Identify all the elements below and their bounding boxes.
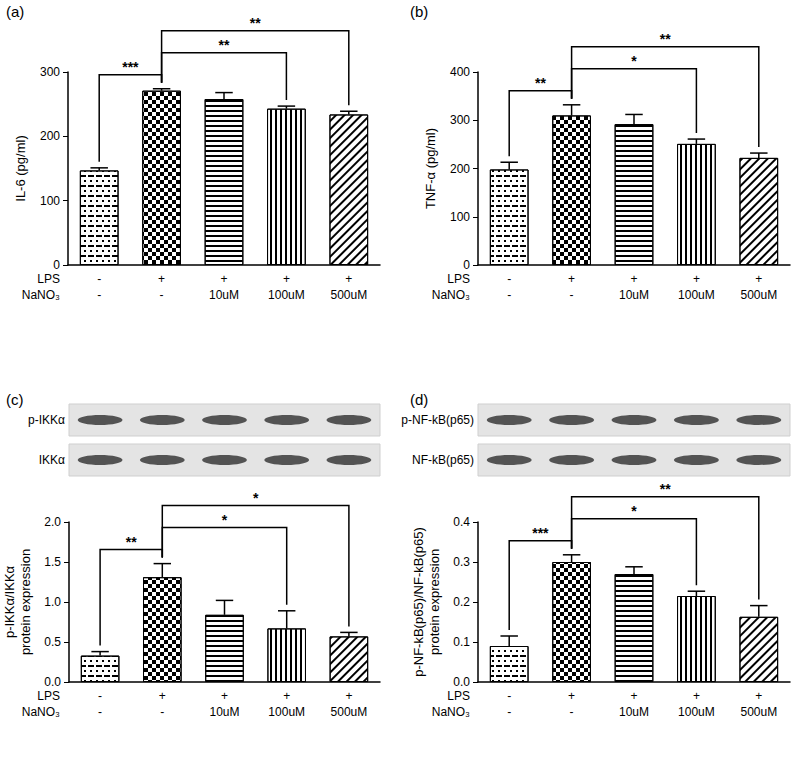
svg-text:IL-6 (pg/ml): IL-6 (pg/ml)	[13, 135, 28, 201]
svg-text:NaNO₃: NaNO₃	[22, 288, 60, 302]
svg-text:(a): (a)	[6, 3, 24, 20]
svg-text:+: +	[755, 272, 762, 286]
svg-text:0: 0	[463, 258, 470, 272]
svg-text:10uM: 10uM	[619, 705, 649, 719]
svg-text:**: **	[535, 75, 546, 91]
svg-text:-: -	[507, 705, 511, 719]
svg-text:**: **	[660, 481, 671, 497]
svg-text:+: +	[221, 689, 228, 703]
svg-text:0.3: 0.3	[453, 555, 470, 569]
svg-text:500uM: 500uM	[331, 705, 368, 719]
svg-text:***: ***	[532, 525, 549, 541]
svg-text:LPS: LPS	[447, 272, 470, 286]
svg-text:NF-kB(p65): NF-kB(p65)	[412, 453, 474, 467]
svg-text:protein expression: protein expression	[18, 549, 33, 655]
svg-text:1.0: 1.0	[44, 595, 61, 609]
svg-text:0.5: 0.5	[44, 635, 61, 649]
svg-text:0.4: 0.4	[453, 515, 470, 529]
svg-text:+: +	[630, 689, 637, 703]
svg-text:p-NF-kB(p65)/NF-kB(p65): p-NF-kB(p65)/NF-kB(p65)	[411, 527, 426, 677]
svg-text:LPS: LPS	[37, 689, 60, 703]
svg-text:-: -	[98, 689, 102, 703]
svg-text:100uM: 100uM	[678, 705, 715, 719]
svg-text:+: +	[345, 272, 352, 286]
svg-text:p-IKKα: p-IKKα	[28, 413, 65, 427]
svg-text:+: +	[568, 689, 575, 703]
svg-text:TNF-α (pg/ml): TNF-α (pg/ml)	[423, 128, 438, 209]
svg-text:+: +	[220, 272, 227, 286]
svg-text:+: +	[158, 272, 165, 286]
svg-text:(b): (b)	[410, 3, 428, 20]
svg-text:NaNO₃: NaNO₃	[432, 705, 470, 719]
svg-text:LPS: LPS	[37, 272, 60, 286]
svg-text:**: **	[250, 15, 261, 31]
svg-text:500uM: 500uM	[740, 705, 777, 719]
svg-text:0.1: 0.1	[453, 635, 470, 649]
svg-text:-: -	[160, 288, 164, 302]
svg-text:*: *	[631, 53, 637, 69]
svg-text:-: -	[570, 705, 574, 719]
svg-text:NaNO₃: NaNO₃	[432, 288, 470, 302]
svg-text:-: -	[160, 705, 164, 719]
svg-text:*: *	[222, 512, 228, 528]
svg-text:0.0: 0.0	[453, 675, 470, 689]
svg-text:500uM: 500uM	[740, 288, 777, 302]
svg-text:+: +	[693, 272, 700, 286]
svg-text:400: 400	[450, 65, 470, 79]
svg-text:300: 300	[40, 65, 60, 79]
svg-text:-: -	[507, 272, 511, 286]
svg-text:**: **	[126, 534, 137, 550]
svg-text:**: **	[660, 31, 671, 47]
svg-text:1.5: 1.5	[44, 555, 61, 569]
svg-text:10uM: 10uM	[209, 288, 239, 302]
svg-text:100: 100	[40, 194, 60, 208]
svg-text:+: +	[283, 689, 290, 703]
svg-text:+: +	[568, 272, 575, 286]
svg-text:+: +	[630, 272, 637, 286]
svg-text:2.0: 2.0	[44, 515, 61, 529]
svg-text:***: ***	[122, 59, 139, 75]
svg-text:0.0: 0.0	[44, 675, 61, 689]
svg-text:100: 100	[450, 210, 470, 224]
svg-text:protein expression: protein expression	[427, 549, 442, 655]
svg-text:-: -	[97, 272, 101, 286]
svg-text:10uM: 10uM	[209, 705, 239, 719]
svg-text:+: +	[755, 689, 762, 703]
svg-text:p-NF-kB(p65): p-NF-kB(p65)	[401, 413, 474, 427]
svg-text:+: +	[283, 272, 290, 286]
svg-text:200: 200	[40, 129, 60, 143]
svg-text:(d): (d)	[410, 391, 428, 408]
svg-text:-: -	[507, 288, 511, 302]
svg-text:300: 300	[450, 113, 470, 127]
svg-text:**: **	[219, 37, 230, 53]
svg-text:p-IKKα/IKKα: p-IKKα/IKKα	[2, 565, 17, 638]
svg-text:-: -	[97, 288, 101, 302]
svg-text:200: 200	[450, 162, 470, 176]
svg-text:0: 0	[53, 258, 60, 272]
svg-text:*: *	[631, 503, 637, 519]
svg-text:+: +	[159, 689, 166, 703]
svg-text:0.2: 0.2	[453, 595, 470, 609]
svg-text:+: +	[345, 689, 352, 703]
svg-text:(c): (c)	[6, 391, 24, 408]
svg-text:-: -	[98, 705, 102, 719]
svg-text:100uM: 100uM	[678, 288, 715, 302]
svg-text:100uM: 100uM	[268, 288, 305, 302]
svg-text:NaNO₃: NaNO₃	[22, 705, 60, 719]
svg-text:IKKα: IKKα	[39, 453, 65, 467]
svg-text:-: -	[570, 288, 574, 302]
svg-text:+: +	[693, 689, 700, 703]
svg-text:500uM: 500uM	[330, 288, 367, 302]
svg-text:10uM: 10uM	[619, 288, 649, 302]
svg-text:100uM: 100uM	[268, 705, 305, 719]
svg-text:*: *	[253, 490, 259, 506]
svg-text:LPS: LPS	[447, 689, 470, 703]
svg-text:-: -	[507, 689, 511, 703]
